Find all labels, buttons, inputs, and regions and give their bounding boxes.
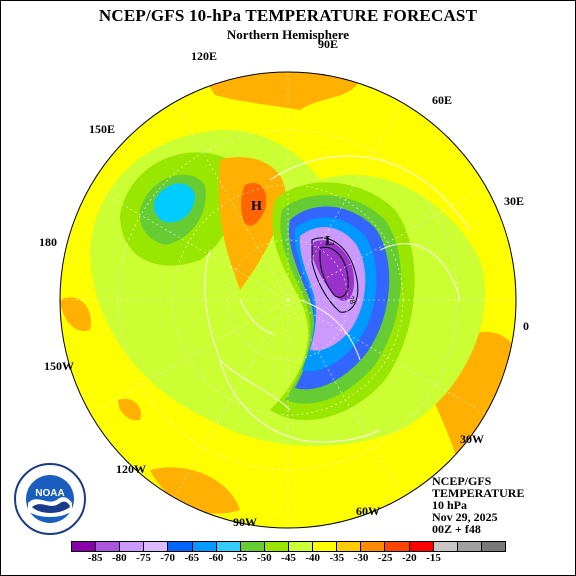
purple-vortex-core <box>312 240 355 301</box>
legend-label: -50 <box>256 552 272 564</box>
page-title: NCEP/GFS 10-hPa TEMPERATURE FORECAST <box>98 6 478 25</box>
info-line-level: 10 hPa <box>432 498 468 512</box>
legend-label: -20 <box>401 552 417 564</box>
legend-swatch <box>288 542 314 551</box>
legend-label: -15 <box>426 552 441 564</box>
contour-line-1 <box>311 237 359 313</box>
legend-swatch <box>313 542 338 551</box>
legend-swatch <box>481 542 505 551</box>
orange-patch-south <box>150 467 240 514</box>
color-legend-bar <box>71 541 506 552</box>
legend-swatch <box>216 542 241 551</box>
lon-label-180: 180 <box>39 235 57 249</box>
contour-line-2 <box>319 246 349 298</box>
legend-swatch <box>240 542 265 551</box>
dark-orange-high-core <box>241 182 267 226</box>
info-line-date: Nov 29, 2025 <box>432 510 498 524</box>
legend-swatch <box>433 542 458 551</box>
legend-label: -70 <box>160 552 175 564</box>
orange-patch-west <box>60 297 91 331</box>
legend-swatch <box>96 542 121 551</box>
lon-label-90w: 90W <box>233 515 257 529</box>
legend-swatch <box>337 542 362 551</box>
lon-label-150e: 150E <box>89 122 116 136</box>
legend-swatch <box>72 542 97 551</box>
legend-swatch <box>409 542 434 551</box>
legend-swatch <box>144 542 169 551</box>
legend-label: -55 <box>232 552 248 564</box>
lon-label-0: 0 <box>523 319 529 333</box>
low-marker: L <box>325 234 334 249</box>
legend-label: -60 <box>208 552 224 564</box>
info-line-model: NCEP/GFS <box>432 474 492 488</box>
legend-swatch <box>192 542 217 551</box>
lon-label-60e: 60E <box>432 93 453 107</box>
forecast-info: NCEP/GFS TEMPERATURE 10 hPa Nov 29, 2025… <box>432 475 524 535</box>
legend-label: -75 <box>136 552 151 564</box>
lon-label-60w: 60W <box>356 504 380 518</box>
legend-label: -40 <box>305 552 320 564</box>
noaa-logo-icon: NOAA <box>14 463 86 535</box>
lon-label-30w: 30W <box>460 432 484 446</box>
lon-label-120w: 120W <box>116 462 146 476</box>
lon-label-150w: 150W <box>44 359 74 373</box>
lon-label-90e: 90E <box>318 37 339 51</box>
legend-swatch <box>361 542 386 551</box>
legend-label: -45 <box>281 552 296 564</box>
legend-label: -25 <box>377 552 393 564</box>
map-boundary <box>59 71 517 529</box>
contour-value-label: 78 <box>346 295 357 306</box>
orange-patch-sw <box>118 398 141 421</box>
coastlines <box>204 155 471 443</box>
legend-label: -80 <box>111 552 127 564</box>
info-line-variable: TEMPERATURE <box>432 486 525 500</box>
lon-label-120e: 120E <box>191 49 218 63</box>
legend-swatch <box>385 542 410 551</box>
legend-label: -30 <box>353 552 369 564</box>
info-line-cycle: 00Z + f48 <box>432 522 481 536</box>
legend-label: -85 <box>87 552 103 564</box>
legend-swatch <box>120 542 145 551</box>
page-subtitle: Northern Hemisphere <box>226 27 350 42</box>
legend-swatch <box>168 542 193 551</box>
legend-swatch <box>264 542 289 551</box>
meridian-lines <box>60 72 516 528</box>
legend-label: -35 <box>329 552 345 564</box>
legend-swatch <box>457 542 482 551</box>
logo-text: NOAA <box>35 488 64 499</box>
map-disk <box>60 72 516 528</box>
light-blue-west <box>154 183 195 223</box>
lon-label-30e: 30E <box>504 194 525 208</box>
high-marker: H <box>251 199 262 214</box>
legend-label: -65 <box>184 552 200 564</box>
color-legend-labels: -85 -80 -75 -70 -65 -60 -55 -50 -45 -40 -35 -30 -25-… <box>0 552 576 566</box>
